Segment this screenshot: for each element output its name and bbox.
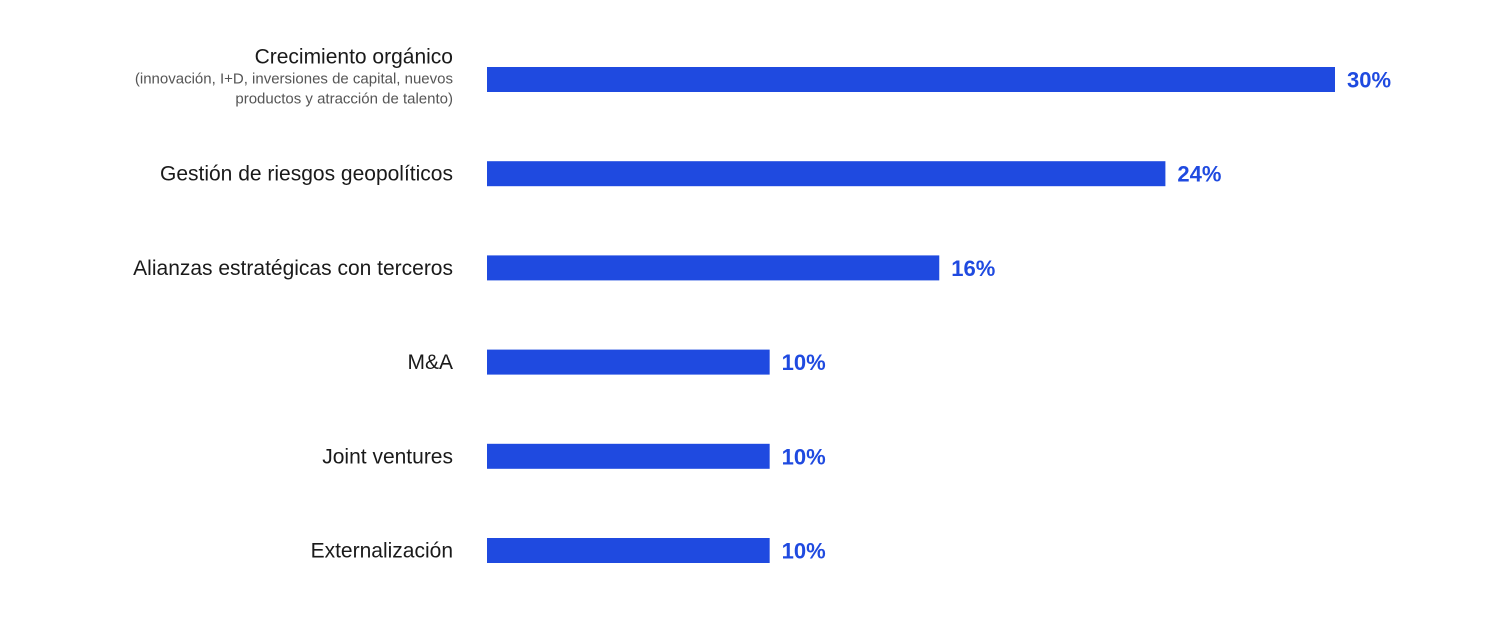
value-label-0: 30% (1347, 68, 1391, 93)
value-label-2: 16% (951, 256, 995, 281)
bar-5 (487, 538, 770, 563)
category-note-0-0: (innovación, I+D, inversiones de capital… (135, 71, 453, 88)
value-label-3: 10% (782, 350, 826, 375)
category-label-4: Joint ventures (322, 445, 453, 468)
category-label-5: Externalización (311, 540, 453, 563)
category-label-3: M&A (407, 351, 453, 374)
category-label-2: Alianzas estratégicas con terceros (133, 257, 453, 280)
bar-1 (487, 161, 1166, 187)
value-label-1: 24% (1177, 162, 1221, 187)
bar-2 (487, 255, 940, 281)
category-label-1: Gestión de riesgos geopolíticos (160, 163, 453, 186)
category-note-0-1: productos y atracción de talento) (235, 91, 453, 108)
value-label-4: 10% (782, 444, 826, 469)
bar-0 (487, 67, 1335, 92)
value-label-5: 10% (782, 539, 826, 564)
category-label-0: Crecimiento orgánico (255, 46, 453, 69)
bar-3 (487, 349, 770, 375)
bar-4 (487, 443, 770, 469)
